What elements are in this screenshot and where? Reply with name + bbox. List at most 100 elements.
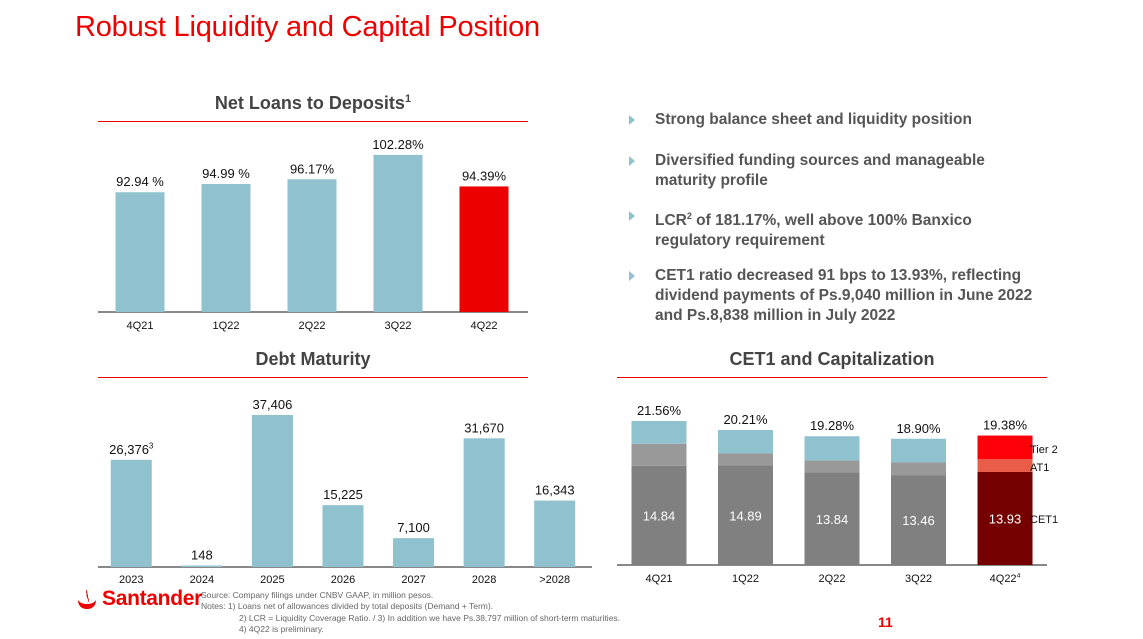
page-number: 11 [878, 614, 893, 630]
debt-maturity-x-tick: 2023 [119, 574, 143, 586]
net-loans-x-tick: 4Q21 [127, 320, 154, 332]
bullet-text: CET1 ratio decreased 91 bps to 13.93%, r… [655, 267, 1033, 325]
net-loans-title-rule [98, 121, 528, 122]
cet1-x-tick: 3Q22 [905, 573, 932, 585]
tier2-segment [977, 435, 1033, 460]
at1-segment [804, 460, 860, 473]
footnote-1: Notes: 1) Loans net of allowances divide… [201, 601, 494, 612]
cet1-x-tick: 4Q21 [646, 573, 673, 585]
bullet-item: LCR2 of 181.17%, well above 100% Banxico… [627, 206, 1047, 251]
debt-maturity-data-label: 31,670 [464, 420, 504, 435]
santander-flame-icon [78, 589, 96, 609]
cet1-segment [804, 472, 860, 565]
net-loans-x-tick: 2Q22 [299, 320, 326, 332]
cet1-x-tick: 1Q22 [732, 573, 759, 585]
cet1-value-label: 13.84 [816, 512, 849, 527]
footnote-4: 4) 4Q22 is preliminary. [239, 623, 324, 634]
net-loans-data-label: 94.99 % [202, 166, 250, 181]
net-loans-bar [373, 154, 423, 312]
cet1-title: CET1 and Capitalization [729, 349, 935, 369]
debt-maturity-data-label: 16,343 [535, 483, 575, 498]
santander-wordmark: Santander [102, 587, 202, 610]
cet1-total-label: 18.90% [896, 421, 941, 436]
bullet-text-post: of 181.17%, well above 100% Banxico regu… [655, 212, 972, 250]
cet1-total-label: 21.56% [637, 403, 682, 418]
net-loans-x-tick: 3Q22 [385, 320, 412, 332]
cet1-segment [631, 465, 687, 565]
at1-segment [631, 443, 687, 466]
cet1-legend-item: AT1 [1030, 462, 1049, 474]
santander-logo: Santander [75, 587, 202, 611]
cet1-total-label: 19.38% [983, 418, 1028, 433]
debt-maturity-data-label: 148 [191, 548, 213, 563]
net-loans-data-label: 92.94 % [116, 174, 164, 189]
cet1-value-label: 13.46 [902, 513, 935, 528]
net-loans-title-text: Net Loans to Deposits [214, 93, 405, 113]
tier2-segment [804, 436, 860, 461]
bullet-arrow-icon [629, 271, 635, 282]
bullet-text: Diversified funding sources and manageab… [655, 152, 985, 189]
bullet-item: Strong balance sheet and liquidity posit… [627, 110, 1047, 130]
debt-maturity-title-rule [98, 377, 528, 378]
debt-maturity-bar [181, 565, 223, 567]
debt-maturity-bar [534, 500, 576, 567]
cet1-value-label: 14.89 [729, 508, 762, 523]
debt-maturity-x-tick: >2028 [539, 574, 570, 586]
debt-maturity-x-tick: 2025 [260, 574, 284, 586]
debt-maturity-x-tick: 2027 [401, 574, 425, 586]
at1-segment [718, 453, 773, 466]
net-loans-data-label: 94.39% [462, 168, 507, 183]
debt-maturity-data-label: 37,406 [253, 397, 293, 412]
key-points-list: Strong balance sheet and liquidity posit… [627, 110, 1047, 341]
debt-maturity-data-label: 7,100 [397, 520, 430, 535]
bullet-arrow-icon [629, 115, 635, 125]
debt-maturity-bar [463, 438, 505, 567]
net-loans-bar [459, 186, 509, 312]
bullet-item: CET1 ratio decreased 91 bps to 13.93%, r… [627, 266, 1047, 326]
debt-maturity-data-label: 26,3763 [109, 442, 154, 457]
debt-maturity-data-label: 15,225 [323, 487, 363, 502]
bullet-footnote-sup: 2 [686, 211, 692, 221]
cet1-segment [718, 465, 773, 565]
cet1-legend-item: CET1 [1030, 514, 1058, 526]
footnotes: Source: Company filings under CNBV GAAP,… [201, 590, 620, 635]
net-loans-bar [115, 192, 165, 312]
tier2-segment [891, 438, 946, 463]
bullet-arrow-icon [629, 156, 635, 166]
net-loans-data-label: 102.28% [372, 137, 424, 152]
cet1-total-label: 19.28% [810, 418, 855, 433]
cet1-title-rule [617, 377, 1047, 378]
cet1-legend-item: Tier 2 [1030, 444, 1058, 456]
at1-segment [977, 459, 1033, 472]
debt-maturity-title: Debt Maturity [255, 349, 371, 369]
net-loans-title-sup: 1 [404, 93, 412, 105]
tier2-segment [631, 421, 687, 444]
debt-maturity-bar [251, 415, 293, 567]
cet1-segment [977, 471, 1033, 565]
tier2-segment [718, 430, 773, 454]
net-loans-x-tick: 4Q22 [471, 320, 498, 332]
at1-segment [891, 462, 946, 476]
page-title: Robust Liquidity and Capital Position [75, 11, 540, 43]
cet1-value-label: 14.84 [643, 508, 676, 523]
debt-maturity-x-tick: 2024 [190, 574, 214, 586]
bullet-text: Strong balance sheet and liquidity posit… [655, 111, 972, 128]
debt-maturity-x-tick: 2028 [472, 574, 496, 586]
net-loans-x-tick: 1Q22 [213, 320, 240, 332]
cet1-total-label: 20.21% [723, 412, 768, 427]
net-loans-data-label: 96.17% [290, 161, 335, 176]
source-note: Source: Company filings under CNBV GAAP,… [201, 590, 434, 600]
cet1-x-tick: 4Q224 [990, 573, 1021, 585]
cet1-segment [891, 475, 946, 565]
footnote-2-3: 2) LCR = Liquidity Coverage Ratio. / 3) … [239, 612, 621, 623]
cet1-x-tick: 2Q22 [819, 573, 846, 585]
bullet-item: Diversified funding sources and manageab… [627, 151, 1047, 191]
net-loans-bar [201, 184, 251, 312]
debt-maturity-bar [110, 459, 152, 567]
debt-maturity-x-tick: 2026 [331, 574, 355, 586]
net-loans-bar [287, 179, 337, 312]
bullet-text-pre: LCR [655, 212, 687, 230]
cet1-value-label: 13.93 [989, 511, 1022, 526]
debt-maturity-bar [322, 505, 364, 567]
